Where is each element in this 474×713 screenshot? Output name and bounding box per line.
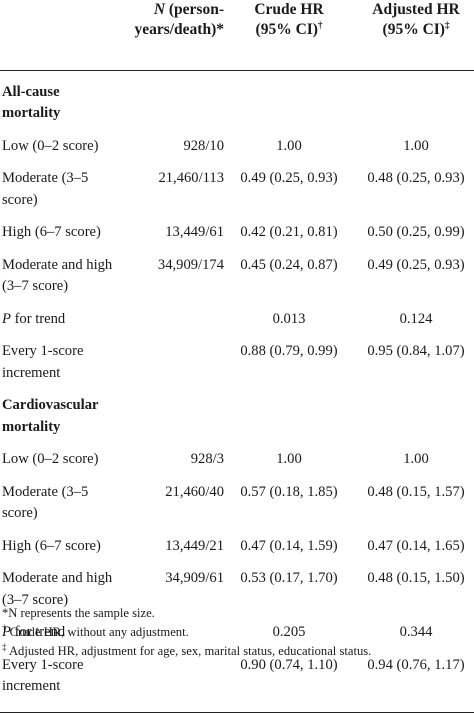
table-row: Low (0–2 score) 928/3 1.00 1.00 (0, 438, 474, 471)
row-crude-hr: 0.88 (0.79, 0.99) (240, 343, 338, 359)
footnote-text: *N represents the sample size. (2, 606, 155, 620)
header-crude-line2: (95% CI) (255, 21, 318, 38)
table-row: Moderate (3–5 score) 21,460/113 0.49 (0.… (0, 157, 474, 211)
table-row: Moderate and high (3–7 score) 34,909/61 … (0, 557, 474, 611)
row-crude-hr: 0.205 (272, 624, 306, 640)
row-crude-hr: 0.49 (0.25, 0.93) (240, 170, 338, 186)
table-row: P for trend 0.013 0.124 (0, 298, 474, 331)
section-title: Cardiovascular mortality (2, 397, 99, 435)
row-adjusted-hr: 0.344 (399, 624, 433, 640)
footnote-crude-hr: † Crude HR, without any adjustment. (2, 623, 371, 642)
row-adjusted-hr: 0.48 (0.15, 1.57) (367, 483, 465, 500)
header-label-cell (0, 0, 118, 71)
row-label: Low (0–2 score) (2, 451, 99, 467)
row-adjusted-hr: 1.00 (403, 137, 429, 154)
row-label: Moderate (3–5 score) (2, 483, 89, 522)
row-n: 34,909/61 (165, 570, 224, 586)
row-crude-hr: 0.53 (0.17, 1.70) (240, 570, 338, 586)
row-n: 928/10 (183, 137, 224, 154)
row-crude-hr: 1.00 (276, 137, 302, 154)
row-n (118, 330, 232, 384)
row-adjusted-hr: 0.49 (0.25, 0.93) (367, 256, 465, 273)
row-label: High (6–7 score) (2, 537, 101, 554)
p-symbol: P (2, 624, 11, 640)
header-adjusted-line2: (95% CI) (382, 21, 445, 38)
row-n: 928/3 (190, 451, 224, 467)
footnotes: *N represents the sample size. † Crude H… (2, 604, 371, 661)
footnote-text: Crude HR, without any adjustment. (6, 625, 189, 639)
header-crude-line1: Crude HR (254, 1, 324, 18)
header-n: N (person- years/death)* (118, 0, 232, 71)
p-symbol: P (2, 310, 11, 327)
header-crude-hr: Crude HR (95% CI)† (232, 0, 346, 71)
row-crude-hr: 0.47 (0.14, 1.59) (240, 537, 338, 554)
row-label: High (6–7 score) (2, 224, 101, 240)
row-adjusted-hr: 0.48 (0.25, 0.93) (367, 170, 465, 186)
table-row: Every 1-score increment 0.88 (0.79, 0.99… (0, 330, 474, 384)
row-adjusted-hr: 0.47 (0.14, 1.65) (367, 537, 465, 554)
row-adjusted-hr: 0.50 (0.25, 0.99) (367, 224, 465, 240)
section-title: All-cause mortality (2, 83, 61, 122)
row-label: Every 1-score increment (2, 343, 84, 381)
row-crude-hr: 0.42 (0.21, 0.81) (240, 224, 338, 240)
table-row: P for trend 0.205 0.344 (0, 611, 474, 644)
row-adjusted-hr: 0.124 (399, 310, 433, 327)
footnote-adjusted-hr: ‡ Adjusted HR, adjustment for age, sex, … (2, 642, 371, 661)
table-row: Low (0–2 score) 928/10 1.00 1.00 (0, 125, 474, 158)
header-n-line2: years/death)* (134, 21, 224, 38)
row-n: 13,449/61 (165, 224, 224, 240)
row-label: Moderate (3–5 score) (2, 170, 89, 208)
header-adjusted-hr: Adjusted HR (95% CI)‡ (346, 0, 474, 71)
footnote-sample-size: *N represents the sample size. (2, 604, 371, 623)
row-n (118, 298, 232, 331)
row-label: Moderate and high (3–7 score) (2, 570, 113, 608)
row-n: 21,460/40 (165, 483, 224, 500)
table-row: Moderate and high (3–7 score) 34,909/174… (0, 244, 474, 298)
row-adjusted-hr: 0.48 (0.15, 1.50) (367, 570, 465, 586)
row-crude-hr: 0.57 (0.18, 1.85) (240, 483, 338, 500)
section-row-all-cause: All-cause mortality (0, 70, 474, 125)
row-crude-hr: 1.00 (276, 451, 302, 467)
row-n: 34,909/174 (157, 256, 224, 273)
row-label-text: for trend (10, 310, 66, 327)
header-adjusted-mark: ‡ (444, 19, 450, 30)
row-label: Moderate and high (3–7 score) (2, 256, 113, 295)
table-row: High (6–7 score) 13,449/61 0.42 (0.21, 0… (0, 211, 474, 244)
row-crude-hr: 0.013 (272, 310, 306, 327)
row-n: 13,449/21 (165, 537, 224, 554)
row-crude-hr: 0.45 (0.24, 0.87) (240, 256, 338, 273)
header-row: N (person- years/death)* Crude HR (95% C… (0, 0, 474, 71)
header-n-symbol: N (153, 1, 166, 18)
table-row: High (6–7 score) 13,449/21 0.47 (0.14, 1… (0, 525, 474, 558)
row-adjusted-hr: 0.95 (0.84, 1.07) (367, 343, 465, 359)
row-n: 21,460/113 (158, 170, 224, 186)
row-label: P for trend (0, 611, 118, 644)
row-adjusted-hr: 1.00 (403, 451, 429, 467)
row-label: Low (0–2 score) (2, 137, 99, 154)
section-row-cardiovascular: Cardiovascular mortality (0, 384, 474, 438)
header-n-line1: (person- (165, 1, 224, 18)
footnote-mark: ‡ (2, 641, 7, 652)
footnote-mark: † (2, 622, 7, 633)
table-row: Moderate (3–5 score) 21,460/40 0.57 (0.1… (0, 471, 474, 525)
footnote-text: Adjusted HR, adjustment for age, sex, ma… (6, 644, 372, 658)
table-header: N (person- years/death)* Crude HR (95% C… (0, 0, 474, 71)
header-adjusted-line1: Adjusted HR (372, 1, 460, 18)
row-label: P for trend (0, 298, 118, 331)
header-crude-mark: † (317, 19, 323, 30)
row-label-text: for trend (10, 624, 66, 640)
